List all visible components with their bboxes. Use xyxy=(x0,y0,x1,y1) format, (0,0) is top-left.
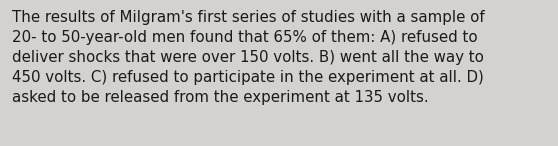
Text: The results of Milgram's first series of studies with a sample of
20- to 50-year: The results of Milgram's first series of… xyxy=(12,10,485,105)
